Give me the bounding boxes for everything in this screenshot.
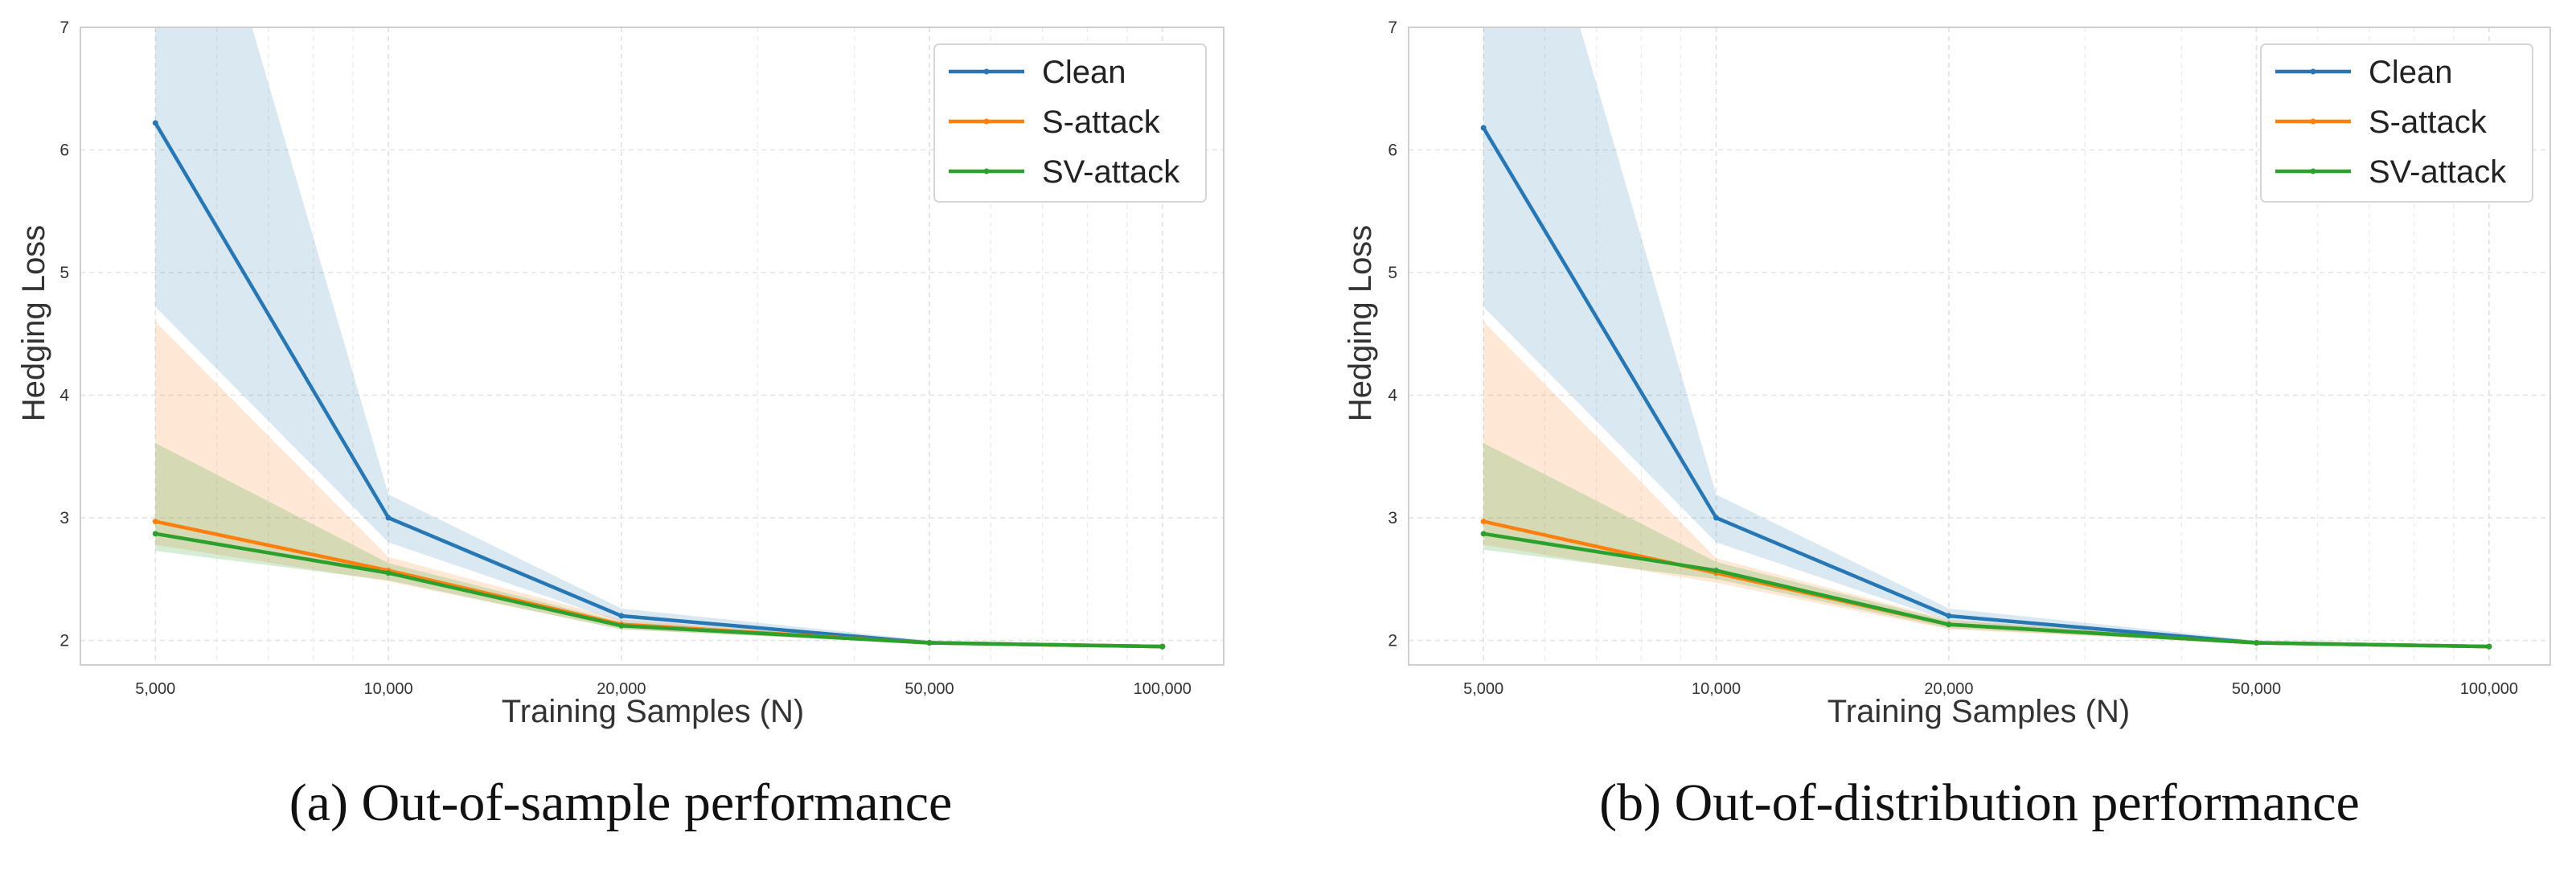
panel-b: (b) Out-of-distribution performance Trai…: [1343, 18, 2551, 832]
legend-swatch-marker: [983, 118, 990, 125]
data-point: [2253, 640, 2259, 646]
panel-a: (a) Out-of-sample performance Training S…: [16, 18, 1224, 832]
y-tick-label: 2: [59, 632, 69, 650]
y-tick-label: 5: [1388, 264, 1397, 282]
x-tick-label: 20,000: [1924, 680, 1973, 698]
legend-swatch-marker: [2310, 68, 2316, 75]
x-tick-label: 10,000: [1692, 680, 1741, 698]
data-point: [1946, 613, 1952, 619]
panel-caption: (a) Out-of-sample performance: [289, 773, 953, 832]
data-point: [1480, 125, 1487, 131]
data-point: [618, 613, 625, 619]
plot-area: 2 3 4 5 6 7 5,000 10,000 20,000 50,000 100,000: [1388, 18, 2551, 698]
data-point: [152, 531, 158, 537]
legend-label: SV-attack: [2369, 154, 2507, 190]
plot-frame: [1408, 27, 2551, 666]
x-tick-label: 100,000: [1134, 680, 1192, 698]
x-axis-label: Training Samples (N): [502, 694, 804, 729]
data-point: [926, 640, 933, 646]
data-point: [385, 515, 392, 521]
y-tick-label: 4: [59, 387, 69, 405]
y-tick-label: 2: [1388, 632, 1397, 650]
confidence-band: [155, 322, 1163, 648]
y-tick-label: 6: [59, 142, 69, 160]
data-point: [1946, 622, 1952, 628]
legend-label: Clean: [2369, 55, 2453, 90]
confidence-band: [1483, 27, 2489, 648]
x-tick-label: 5,000: [1463, 680, 1503, 698]
data-point: [385, 570, 392, 576]
legend-swatch-marker: [2310, 118, 2316, 125]
x-tick-label: 100,000: [2460, 680, 2518, 698]
y-tick-label: 6: [1388, 142, 1397, 160]
legend: Clean S-attack SV-attack: [2260, 43, 2533, 203]
legend: Clean S-attack SV-attack: [933, 43, 1207, 203]
y-tick-label: 7: [59, 18, 69, 37]
data-point: [152, 120, 158, 126]
legend-swatch-marker: [983, 168, 990, 174]
panel-caption: (b) Out-of-distribution performance: [1599, 773, 2360, 832]
x-tick-label: 5,000: [135, 680, 175, 698]
y-tick-label: 3: [1388, 509, 1397, 527]
legend-frame: [933, 43, 1207, 203]
confidence-band: [155, 27, 1163, 648]
data-point: [1713, 515, 1720, 521]
y-tick-label: 5: [59, 264, 69, 282]
plot-area: 2 3 4 5 6 7 5,000 10,000 20,000 50,000 100,000: [59, 18, 1224, 698]
data-point: [152, 519, 158, 525]
data-point: [1480, 519, 1487, 525]
legend-label: SV-attack: [1042, 154, 1180, 190]
x-tick-label: 10,000: [364, 680, 413, 698]
data-point: [1159, 643, 1166, 650]
x-axis-label: Training Samples (N): [1827, 694, 2130, 729]
legend-frame: [2260, 43, 2533, 203]
x-tick-label: 20,000: [597, 680, 646, 698]
legend-swatch-marker: [2310, 168, 2316, 174]
data-point: [618, 622, 625, 629]
data-point: [1480, 531, 1487, 537]
legend-swatch-marker: [983, 68, 990, 75]
legend-label: Clean: [1042, 55, 1126, 90]
y-tick-label: 4: [1388, 387, 1397, 405]
y-axis-label: Hedging Loss: [1343, 225, 1378, 422]
plot-frame: [80, 27, 1224, 666]
legend-label: S-attack: [2369, 105, 2488, 140]
y-axis-label: Hedging Loss: [16, 225, 51, 422]
x-tick-label: 50,000: [2232, 680, 2281, 698]
legend-label: S-attack: [1042, 105, 1161, 140]
y-tick-label: 3: [59, 509, 69, 527]
data-point: [1713, 568, 1720, 574]
y-tick-label: 7: [1388, 18, 1397, 37]
x-tick-label: 50,000: [904, 680, 954, 698]
confidence-band: [1483, 322, 2489, 648]
data-point: [2486, 643, 2492, 650]
